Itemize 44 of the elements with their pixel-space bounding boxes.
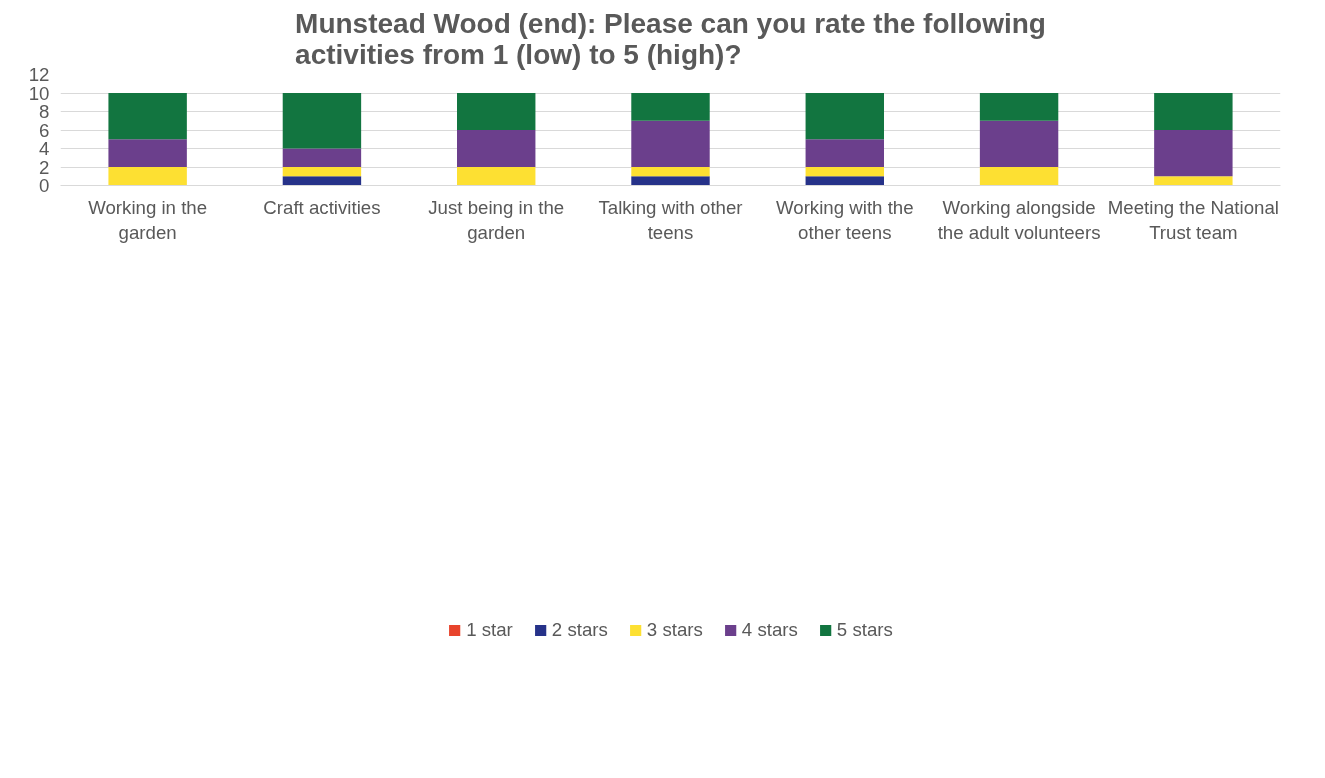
bar: [631, 120, 710, 167]
bar: [108, 167, 187, 186]
x-tick-label: Meeting the National Trust team: [1107, 196, 1279, 243]
y-tick-label: 6: [39, 119, 50, 141]
bar: [1154, 176, 1233, 186]
bar: [282, 93, 362, 149]
bar: [631, 93, 710, 121]
bar: [282, 176, 362, 186]
x-tick-label: Talking with other teens: [598, 196, 743, 243]
bar: [979, 93, 1059, 121]
bar: [457, 167, 536, 186]
legend-label: 2 stars: [551, 618, 608, 641]
bar: [805, 139, 884, 167]
bar: [457, 93, 536, 130]
bar: [282, 167, 362, 177]
bar: [805, 167, 884, 177]
x-tick-label: Working with the other teens: [776, 196, 914, 243]
y-tick-label: 0: [39, 175, 50, 196]
bar: [108, 93, 187, 140]
legend-label: 4 stars: [741, 618, 798, 641]
bar: [457, 130, 536, 167]
bar: [631, 167, 710, 177]
bar: [979, 167, 1059, 186]
legend-label: 3 stars: [646, 618, 703, 641]
legend-label: 1 star: [466, 618, 513, 641]
x-tick-label: Working in the garden: [88, 196, 208, 243]
y-tick-label: 8: [39, 101, 50, 122]
bar: [805, 176, 884, 186]
y-tick-label: 2: [39, 156, 50, 178]
legend-label: 5 stars: [836, 618, 893, 641]
y-tick-label: 10: [28, 82, 50, 104]
bar: [631, 176, 710, 186]
y-tick-label: 4: [39, 138, 50, 159]
x-tick-label: Just being in the garden: [428, 196, 565, 243]
bar: [979, 120, 1059, 167]
bar: [805, 93, 884, 140]
bar: [282, 148, 362, 167]
bar: [1154, 130, 1233, 177]
x-tick-label: Craft activities: [263, 196, 381, 218]
bar: [108, 139, 187, 167]
chart-title: Munstead Wood (end): Please can you rate the following activities from 1 (low) to 5 (high)?: [295, 7, 1046, 70]
y-tick-label: 12: [28, 64, 50, 85]
x-tick-label: Working alongside the adult volunteers: [937, 196, 1101, 243]
bar: [1154, 93, 1233, 130]
